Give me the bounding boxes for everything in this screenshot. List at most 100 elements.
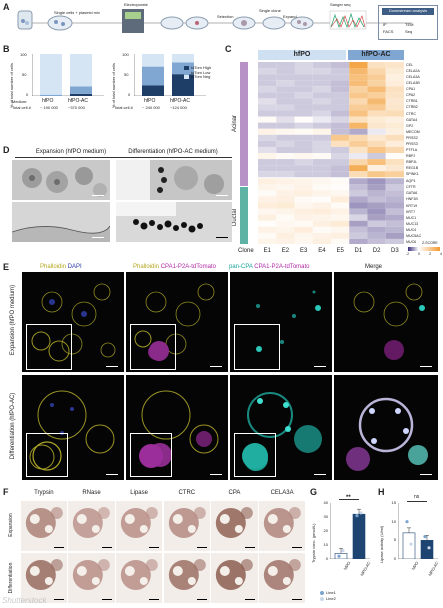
heatmap-cell bbox=[331, 140, 350, 147]
heatmap-cell bbox=[331, 116, 350, 123]
gene-label: PRSS3 bbox=[406, 141, 418, 146]
heatmap-cell bbox=[294, 98, 313, 105]
f-ihc-image bbox=[68, 553, 115, 603]
heatmap-cell bbox=[367, 68, 386, 75]
heatmap-cell bbox=[258, 92, 277, 99]
e-img-r2c1 bbox=[22, 375, 124, 480]
heatmap-cell bbox=[276, 190, 295, 197]
gene-label: MUC1 bbox=[406, 215, 417, 220]
heatmap-cell bbox=[258, 220, 277, 227]
heatmap-cell bbox=[367, 238, 386, 244]
c-group-hfpoac: hfPO-AC bbox=[348, 50, 404, 60]
heatmap-cell bbox=[367, 190, 386, 197]
e-col4-header: Merge bbox=[365, 264, 383, 270]
b-right-ytick-100: 100 bbox=[122, 52, 129, 57]
b-cat1: hfPO bbox=[42, 98, 54, 104]
heatmap-cell bbox=[385, 190, 404, 197]
dish-icon bbox=[185, 16, 209, 30]
c-ductal-bar bbox=[240, 187, 248, 244]
heatmap-cell bbox=[367, 226, 386, 233]
c-clone-label: Clone bbox=[238, 248, 254, 254]
heatmap-cell bbox=[349, 74, 368, 81]
heatmap-cell bbox=[312, 116, 331, 123]
heatmap-cell bbox=[331, 171, 350, 178]
heatmap-cell bbox=[331, 178, 350, 185]
c-colorbar bbox=[408, 247, 440, 251]
h-cat1: hfPO bbox=[410, 560, 420, 571]
heatmap-cell bbox=[276, 122, 295, 129]
heatmap-cell bbox=[294, 140, 313, 147]
heatmap-cell bbox=[276, 140, 295, 147]
e-img-r2c4 bbox=[334, 375, 438, 480]
box-item-if: IF bbox=[383, 22, 387, 27]
bar bbox=[352, 513, 366, 559]
heatmap-cell bbox=[385, 238, 404, 244]
c-ductal-label: Ductal bbox=[232, 208, 238, 226]
heatmap-cell bbox=[312, 86, 331, 93]
gene-label: RBPJL bbox=[406, 160, 418, 165]
gene-label: CELA2A bbox=[406, 69, 420, 74]
panel-label-g: G bbox=[310, 487, 318, 497]
heatmap-cell bbox=[276, 128, 295, 135]
b-ytick-0: 0 bbox=[26, 92, 29, 97]
heatmap-cell bbox=[258, 226, 277, 233]
heatmap-cell bbox=[349, 196, 368, 203]
h-cat2: hfPO-AC bbox=[427, 560, 440, 577]
heatmap-cell bbox=[331, 165, 350, 172]
legend-high: tdTom High bbox=[184, 65, 211, 71]
heatmap-cell bbox=[258, 238, 277, 244]
heatmap-cell bbox=[276, 159, 295, 166]
heatmap-cell bbox=[312, 128, 331, 135]
f-ihc-image bbox=[68, 501, 115, 551]
f-stain-header: Lipase bbox=[130, 490, 148, 496]
heatmap-cell bbox=[312, 122, 331, 129]
gene-label: CELA3A bbox=[406, 75, 420, 80]
heatmap-cell bbox=[367, 116, 386, 123]
heatmap-cell bbox=[312, 80, 331, 87]
heatmap-cell bbox=[349, 184, 368, 191]
heatmap-cell bbox=[294, 122, 313, 129]
heatmap-cell bbox=[385, 146, 404, 153]
heatmap-cell bbox=[367, 165, 386, 172]
bar-segment bbox=[70, 93, 92, 96]
watermark: Shutterstock bbox=[2, 596, 47, 605]
c-acinar-label: Acinar bbox=[232, 114, 238, 132]
heatmap-cell bbox=[349, 202, 368, 209]
heatmap-cell bbox=[349, 104, 368, 111]
e-inset bbox=[26, 324, 72, 370]
heatmap-cell bbox=[331, 232, 350, 239]
f-stain-header: RNase bbox=[82, 490, 101, 496]
y-tick: 5 bbox=[393, 537, 396, 543]
workflow-diagram bbox=[17, 9, 412, 33]
scale-bar bbox=[106, 366, 118, 367]
e-img-r2c3 bbox=[230, 375, 332, 480]
heatmap-cell bbox=[385, 134, 404, 141]
b-n4: ~124 000 bbox=[170, 105, 187, 110]
heatmap-cell bbox=[385, 86, 404, 93]
step-expand: Expand bbox=[283, 14, 297, 19]
heatmap-cell bbox=[385, 214, 404, 221]
heatmap-cell bbox=[276, 238, 295, 244]
heatmap-cell bbox=[367, 110, 386, 117]
heatmap-cell bbox=[258, 62, 277, 69]
b-n1: ~ 190 000 bbox=[40, 105, 58, 110]
heatmap-cell bbox=[367, 104, 386, 111]
heatmap-cell bbox=[331, 226, 350, 233]
heatmap-cell bbox=[331, 86, 350, 93]
gene-label: AQP1 bbox=[406, 179, 416, 184]
gene-label: MUC4 bbox=[406, 227, 417, 232]
b-cat3: hfPO bbox=[144, 98, 156, 104]
heatmap-cell bbox=[331, 98, 350, 105]
heatmap-cell bbox=[276, 98, 295, 105]
heatmap-cell bbox=[258, 208, 277, 215]
scale-bar bbox=[314, 366, 326, 367]
clone-label: E2 bbox=[281, 248, 290, 254]
clone-label: E4 bbox=[318, 248, 326, 254]
heatmap-cell bbox=[312, 74, 331, 81]
heatmap-cell bbox=[367, 153, 386, 160]
heatmap-cell bbox=[331, 92, 350, 99]
heatmap-cell bbox=[312, 214, 331, 221]
c-heatmap bbox=[258, 62, 404, 244]
heatmap-cell bbox=[276, 214, 295, 221]
dish-icon bbox=[262, 16, 286, 30]
